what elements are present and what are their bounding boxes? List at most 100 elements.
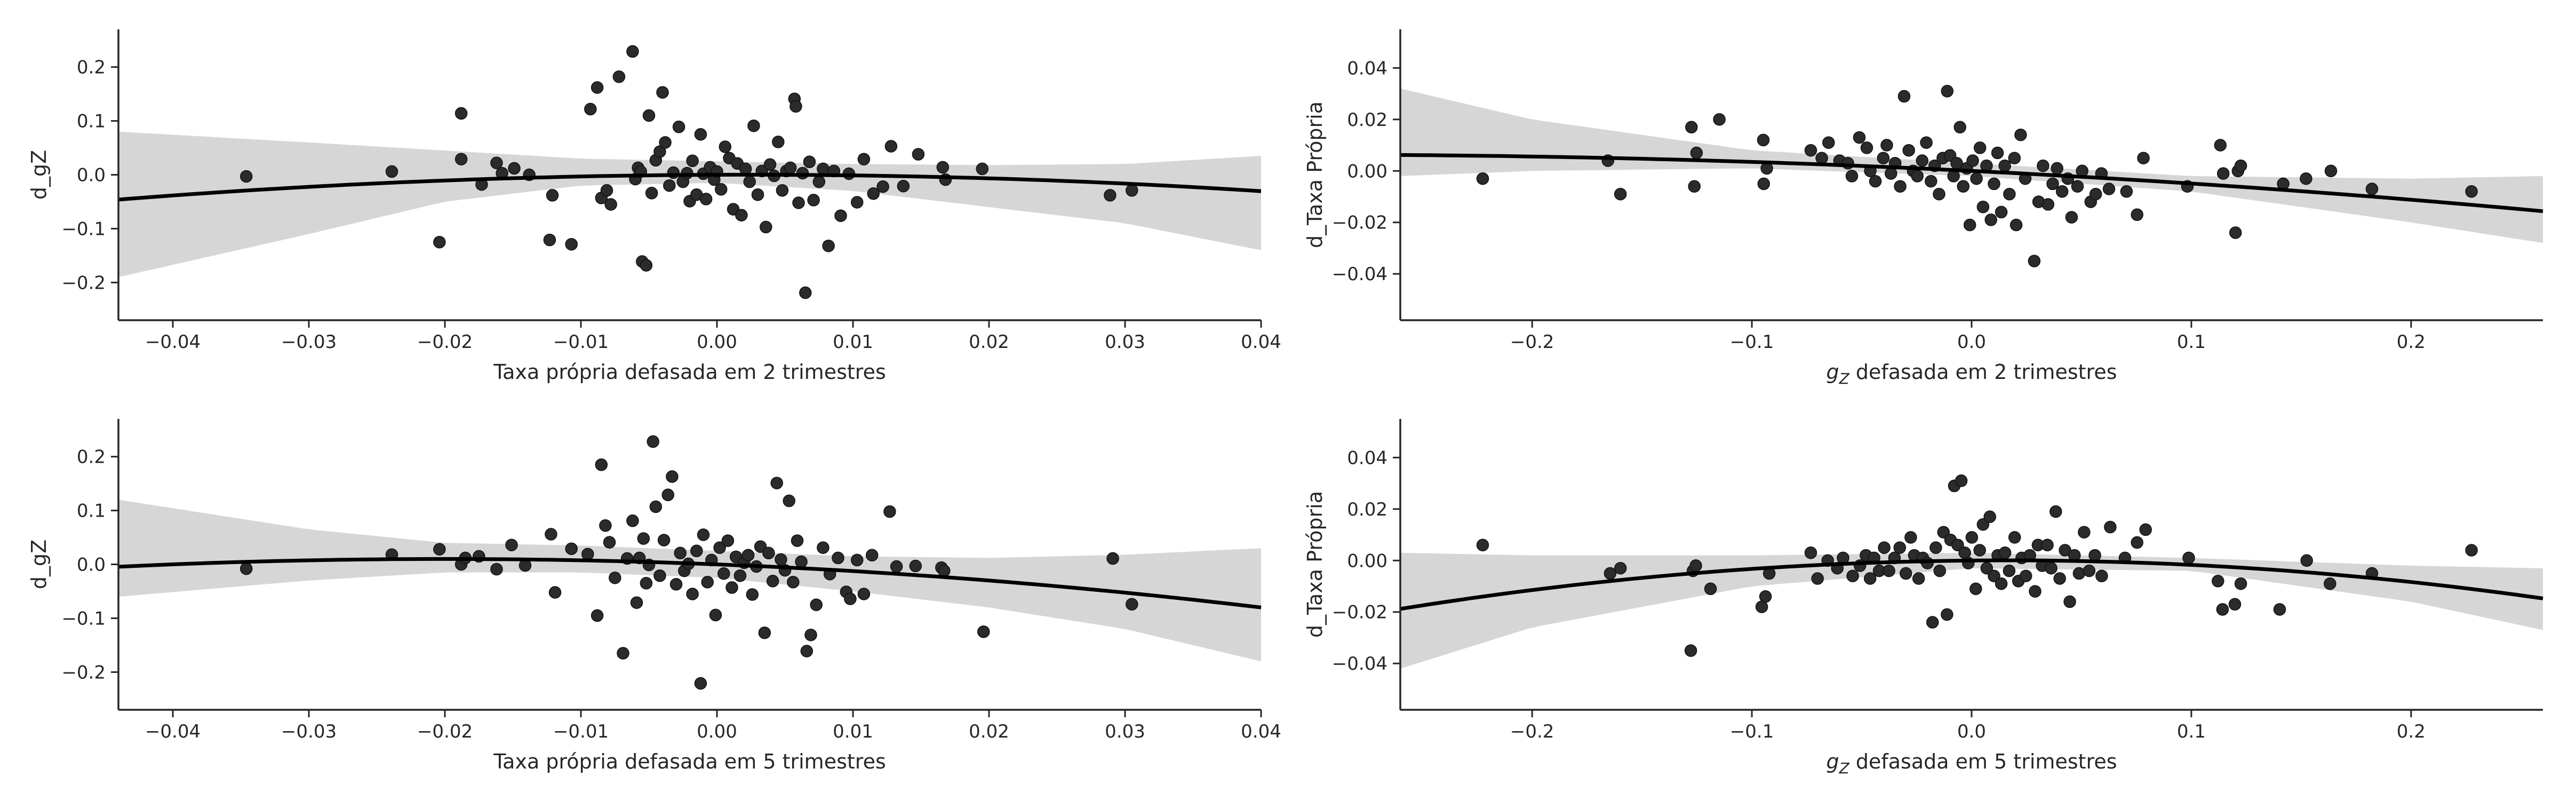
scatter-point xyxy=(1973,141,1987,154)
scatter-point xyxy=(490,156,503,170)
scatter-point xyxy=(784,161,797,175)
scatter-point xyxy=(2324,164,2338,178)
y-tick-label: −0.02 xyxy=(1332,212,1387,234)
scatter-point xyxy=(1984,213,1997,226)
scatter-point xyxy=(694,677,707,690)
scatter-point xyxy=(674,546,687,560)
scatter-point xyxy=(2216,167,2230,180)
scatter-point xyxy=(1106,552,1119,565)
panel-top-left: −0.04 −0.03 −0.02 −0.01 0.00 0.01 0.02 0.03 0.04… xyxy=(27,29,1281,384)
x-tick-label: 0.2 xyxy=(2397,331,2426,353)
scatter-point xyxy=(1476,172,1489,185)
scatter-point xyxy=(719,140,732,153)
scatter-point xyxy=(890,560,903,573)
x-axis-label: gZ defasada em 5 trimestres xyxy=(1827,750,2117,777)
scatter-point xyxy=(1911,170,1924,183)
scatter-point xyxy=(1998,546,2012,559)
y-tick-label: −0.2 xyxy=(61,272,106,294)
scatter-point xyxy=(508,162,521,175)
scatter-point xyxy=(2182,551,2195,565)
x-tick-label: −0.04 xyxy=(145,331,201,353)
y-tick-label: −0.02 xyxy=(1332,602,1387,623)
x-axis-label: Taxa própria defasada em 2 trimestres xyxy=(493,360,886,384)
scatter-point xyxy=(1815,152,1828,164)
scatter-point xyxy=(2083,564,2096,577)
scatter-point xyxy=(760,220,772,234)
scatter-point xyxy=(876,180,889,193)
x-axis-label: gZ defasada em 2 trimestres xyxy=(1827,360,2117,387)
scatter-point xyxy=(1970,172,1983,185)
scatter-point xyxy=(2078,526,2091,538)
scatter-point xyxy=(2365,183,2379,195)
scatter-point xyxy=(630,596,643,609)
scatter-point xyxy=(822,239,835,252)
y-tick-label: 0.0 xyxy=(77,165,106,186)
scatter-point xyxy=(2228,598,2242,611)
x-tick-label: 0.00 xyxy=(697,721,737,742)
x-tick-label: 0.01 xyxy=(833,331,873,353)
scatter-point xyxy=(2324,577,2336,590)
y-tick-label: −0.04 xyxy=(1332,264,1387,285)
scatter-point xyxy=(1988,177,2000,191)
x-tick-label: −0.02 xyxy=(417,721,473,742)
scatter-point xyxy=(1980,561,1993,575)
scatter-point xyxy=(1689,559,1702,572)
scatter-point xyxy=(747,119,760,132)
scatter-point xyxy=(2037,159,2049,172)
scatter-point xyxy=(1926,616,1939,629)
scatter-point xyxy=(595,458,608,471)
scatter-point xyxy=(1995,205,2008,219)
scatter-point xyxy=(1933,564,1947,577)
scatter-point xyxy=(433,235,446,249)
y-tick-label: −0.2 xyxy=(61,662,106,683)
y-tick-label: 0.2 xyxy=(77,57,106,78)
scatter-point xyxy=(454,107,468,120)
y-tick-label: 0.04 xyxy=(1347,447,1387,469)
scatter-point xyxy=(1893,541,1907,554)
scatter-point xyxy=(240,170,253,183)
scatter-point xyxy=(545,528,557,541)
scatter-point xyxy=(766,575,779,588)
scatter-point xyxy=(883,505,896,518)
scatter-point xyxy=(2095,569,2108,582)
scatter-point xyxy=(669,578,683,591)
scatter-point xyxy=(657,534,671,546)
scatter-point xyxy=(1969,582,1982,596)
scatter-point xyxy=(240,562,253,575)
scatter-point xyxy=(1713,113,1726,126)
scatter-point xyxy=(640,259,653,272)
scatter-point xyxy=(2008,531,2021,544)
scatter-point xyxy=(490,563,503,576)
scatter-point xyxy=(1883,564,1895,577)
scatter-point xyxy=(609,571,621,584)
scatter-point xyxy=(725,581,738,594)
scatter-point xyxy=(799,286,812,299)
scatter-point xyxy=(743,175,756,188)
scatter-point xyxy=(804,628,817,641)
scatter-point xyxy=(741,549,755,562)
x-tick-label: −0.01 xyxy=(553,331,609,353)
scatter-point xyxy=(1925,175,1937,188)
scatter-point xyxy=(2003,187,2016,201)
scatter-point xyxy=(1684,644,1697,657)
scatter-point xyxy=(977,625,990,638)
scatter-point xyxy=(1878,541,1891,554)
scatter-point xyxy=(1933,187,1945,201)
scatter-point xyxy=(584,102,597,116)
scatter-point xyxy=(591,81,604,94)
x-tick-label: 0.02 xyxy=(969,721,1009,742)
scatter-point xyxy=(617,647,629,660)
scatter-point xyxy=(1929,541,1942,554)
x-tick-label: −0.02 xyxy=(417,331,473,353)
scatter-point xyxy=(1937,526,1950,538)
scatter-point xyxy=(565,542,578,555)
regression-line xyxy=(118,557,1262,609)
scatter-point xyxy=(2214,139,2227,152)
scatter-point xyxy=(1688,180,1701,193)
scatter-point xyxy=(714,183,728,196)
confidence-band xyxy=(118,500,1261,662)
scatter-point xyxy=(581,548,594,561)
scatter-point xyxy=(686,588,699,600)
scatter-point xyxy=(770,477,783,489)
scatter-point xyxy=(1953,121,1966,134)
